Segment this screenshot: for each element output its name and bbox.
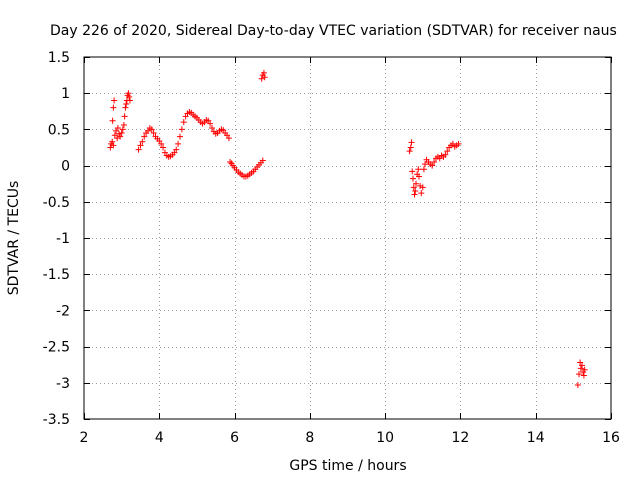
data-point — [418, 190, 425, 197]
data-point — [415, 166, 422, 173]
x-tick-label: 2 — [80, 430, 89, 446]
plot-frame — [83, 56, 612, 420]
data-point — [225, 135, 232, 142]
data-point — [114, 124, 121, 131]
data-point — [114, 135, 121, 142]
data-point — [416, 173, 423, 180]
x-tick-label: 12 — [452, 430, 470, 446]
data-point — [581, 366, 588, 373]
data-point — [110, 104, 117, 111]
y-tick-label: -3.5 — [43, 412, 70, 428]
data-point — [121, 113, 128, 120]
chart-title: Day 226 of 2020, Sidereal Day-to-day VTE… — [50, 23, 617, 39]
data-point — [410, 184, 417, 191]
data-point — [412, 187, 419, 194]
data-point — [116, 130, 123, 137]
data-point — [109, 117, 116, 124]
data-point — [118, 130, 125, 137]
data-point — [579, 362, 586, 369]
data-point — [126, 97, 133, 104]
data-point — [261, 74, 268, 81]
x-tick-label: 10 — [376, 430, 394, 446]
data-point — [141, 133, 148, 140]
data-point — [175, 140, 182, 147]
data-point — [409, 175, 416, 182]
y-tick-label: 1 — [61, 86, 70, 102]
y-tick-label: -1.5 — [43, 267, 70, 283]
data-point — [407, 144, 414, 151]
data-point — [422, 161, 429, 168]
data-point — [160, 144, 167, 151]
x-axis-label: GPS time / hours — [289, 458, 406, 474]
data-point — [109, 138, 116, 145]
data-point — [406, 148, 413, 155]
data-point — [227, 158, 234, 165]
data-point — [408, 139, 415, 146]
data-point — [120, 122, 127, 129]
data-point — [411, 191, 418, 198]
y-tick-label: -2.5 — [43, 340, 70, 356]
data-point — [576, 371, 583, 378]
x-tick-label: 4 — [155, 430, 164, 446]
data-point — [110, 142, 117, 149]
data-point — [455, 140, 462, 147]
data-point — [419, 184, 426, 191]
y-tick-label: -3 — [56, 376, 70, 392]
data-point — [176, 133, 183, 140]
y-tick-label: -2 — [56, 303, 70, 319]
y-tick-label: 0.5 — [48, 122, 70, 138]
data-point — [431, 158, 438, 165]
y-tick-labels: 1.5 1 0.5 0 -0.5 -1 -1.5 -2 -2.5 -3 -3.5 — [43, 50, 70, 428]
data-point — [260, 69, 267, 76]
data-point — [178, 126, 185, 133]
data-point — [442, 151, 449, 158]
data-point — [111, 97, 118, 104]
data-point — [208, 124, 215, 131]
data-point — [125, 90, 132, 97]
y-tick-label: 1.5 — [48, 50, 70, 66]
x-tick-label: 8 — [305, 430, 314, 446]
data-point — [577, 365, 584, 372]
data-point — [444, 148, 451, 155]
data-point — [119, 126, 126, 133]
data-point — [150, 130, 157, 137]
data-point — [180, 119, 187, 126]
data-point — [259, 157, 266, 164]
data-point — [122, 104, 129, 111]
grid — [84, 57, 611, 419]
data-point — [148, 126, 155, 133]
x-tick-label: 14 — [527, 430, 545, 446]
data-point — [137, 142, 144, 149]
data-point — [139, 138, 146, 145]
y-axis-label: SDTVAR / TECUs — [6, 181, 22, 296]
data-point — [574, 381, 581, 388]
data-point — [158, 140, 165, 147]
x-tick-label: 6 — [230, 430, 239, 446]
data-point — [580, 372, 587, 379]
data-point — [409, 168, 416, 175]
data-point — [135, 146, 142, 153]
data-point — [173, 146, 180, 153]
data-point — [126, 93, 133, 100]
data-point — [107, 144, 114, 151]
data-point — [117, 133, 124, 140]
data-points — [107, 69, 588, 388]
x-tick-labels: 2 4 6 8 10 12 14 16 — [80, 430, 620, 446]
data-point — [417, 182, 424, 189]
y-tick-label: -1 — [56, 231, 70, 247]
y-tick-label: -0.5 — [43, 195, 70, 211]
y-tick-label: 0 — [61, 159, 70, 175]
x-tick-label: 16 — [602, 430, 620, 446]
data-point — [123, 101, 130, 108]
data-point — [258, 75, 265, 82]
data-point — [429, 162, 436, 169]
data-point — [413, 180, 420, 187]
data-point — [207, 120, 214, 127]
data-point — [420, 166, 427, 173]
